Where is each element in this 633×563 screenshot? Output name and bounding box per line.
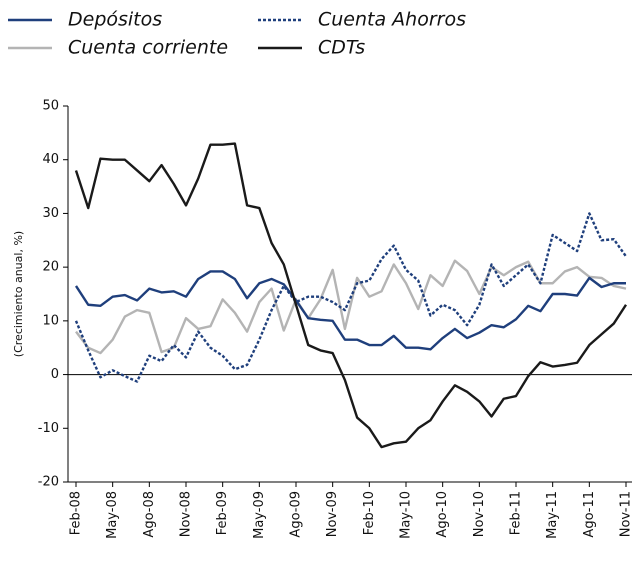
- x-tick-label: Nov-08: [179, 491, 194, 537]
- series-line: [74, 270, 626, 351]
- x-tick-label: Ago-08: [142, 491, 157, 538]
- x-tick-label: Ago-11: [582, 491, 597, 538]
- x-tick-label: Feb-09: [215, 491, 230, 535]
- y-tick-label: -20: [38, 475, 59, 490]
- y-tick-label: 50: [42, 99, 59, 114]
- x-tick-label: May-10: [399, 491, 414, 539]
- y-tick-label: 30: [42, 206, 59, 221]
- x-tick-label: Ago-09: [289, 491, 304, 538]
- legend-label: Cuenta Ahorros: [318, 9, 466, 31]
- legend-label: Depósitos: [68, 9, 162, 31]
- x-tick-label: May-09: [252, 491, 267, 539]
- y-tick-label: 10: [42, 313, 59, 328]
- series-line: [74, 212, 627, 383]
- y-tick-label: 40: [42, 152, 59, 167]
- y-tick-label: 0: [51, 367, 59, 382]
- y-axis-label: (Crecimiento anual, %): [12, 231, 25, 357]
- x-tick-label: May-08: [105, 491, 120, 539]
- y-tick-label: 20: [42, 260, 59, 275]
- x-tick-label: Nov-09: [325, 491, 340, 537]
- legend-label: CDTs: [318, 37, 365, 59]
- x-tick-label: Nov-11: [619, 491, 633, 537]
- x-tick-label: Feb-08: [69, 491, 84, 535]
- x-tick-label: Nov-10: [472, 491, 487, 537]
- x-tick-label: Ago-10: [435, 491, 450, 538]
- series-line: [75, 259, 627, 355]
- y-tick-label: -10: [38, 421, 59, 436]
- series-line: [74, 142, 628, 449]
- legend-label: Cuenta corriente: [68, 37, 228, 59]
- x-tick-label: Feb-11: [509, 491, 524, 535]
- x-tick-label: Feb-10: [362, 491, 377, 535]
- x-tick-label: May-11: [545, 491, 560, 539]
